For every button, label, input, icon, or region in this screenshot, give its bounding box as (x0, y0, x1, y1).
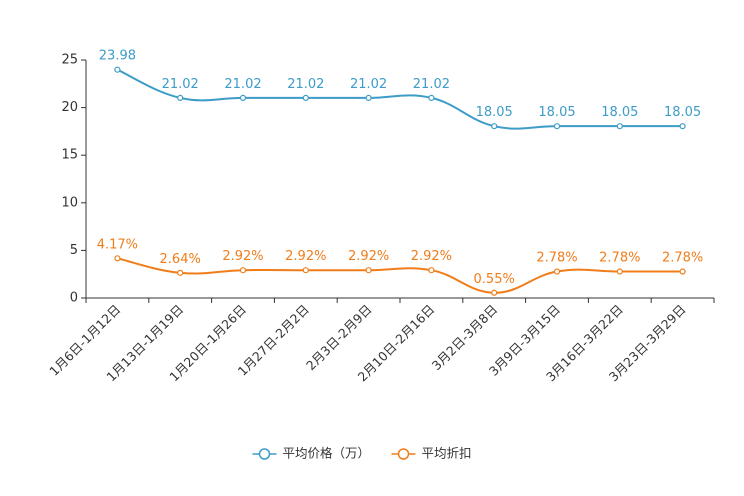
series-line (117, 257, 683, 294)
series-1: 23.98 21.02 21.02 21.02 21.02 21.02 18.05 18.05… (99, 49, 701, 130)
series-line (116, 68, 683, 130)
legend-label: 平均价格（万） (283, 446, 371, 461)
data-label: 21.02 (287, 77, 324, 92)
data-point[interactable] (365, 267, 372, 274)
data-label: 4.17% (97, 237, 138, 252)
data-point[interactable] (114, 255, 121, 262)
data-label: 2.92% (285, 249, 326, 264)
data-label: 18.05 (601, 105, 638, 120)
data-point[interactable] (428, 94, 435, 101)
data-label: 2.78% (599, 251, 640, 266)
data-label: 0.55% (474, 272, 515, 287)
data-label: 21.02 (350, 77, 387, 92)
x-tick-label: 3月2日-3月8日 (429, 302, 501, 374)
data-point[interactable] (679, 123, 686, 130)
legend-item-2[interactable]: 平均折扣 (391, 446, 472, 461)
legend[interactable]: 平均价格（万） 平均折扣 (252, 446, 472, 461)
data-label: 2.78% (662, 251, 703, 266)
data-point[interactable] (177, 269, 184, 276)
legend-label: 平均折扣 (422, 446, 472, 461)
data-label: 21.02 (224, 77, 261, 92)
series-layer: 23.98 21.02 21.02 21.02 21.02 21.02 18.05 18.05… (97, 49, 703, 296)
data-point[interactable] (177, 94, 184, 101)
data-label: 18.05 (664, 105, 701, 120)
data-point[interactable] (239, 94, 247, 101)
data-point[interactable] (428, 267, 435, 274)
data-point[interactable] (365, 94, 372, 101)
y-tick-label: 25 (61, 53, 78, 68)
data-label: 2.92% (348, 249, 389, 264)
data-label: 2.64% (160, 252, 201, 267)
y-tick-label: 5 (70, 243, 78, 258)
data-point[interactable] (616, 268, 623, 275)
data-label: 2.92% (411, 249, 452, 264)
data-label: 2.92% (222, 249, 263, 264)
y-tick-label: 0 (70, 291, 78, 306)
data-point[interactable] (239, 267, 247, 274)
data-label: 18.05 (538, 105, 575, 120)
series-2: 4.17% 2.64% 2.92% 2.92% 2.92% 2.92% 0.55% 2.78%… (97, 237, 703, 296)
x-tick-label: 2月3日-2月9日 (303, 302, 375, 374)
data-label: 23.98 (99, 49, 136, 64)
data-point[interactable] (679, 268, 686, 275)
data-point[interactable] (491, 289, 498, 296)
data-label: 21.02 (413, 77, 450, 92)
data-label: 18.05 (476, 105, 513, 120)
y-tick-label: 20 (61, 100, 78, 115)
data-label: 2.78% (536, 251, 577, 266)
data-point[interactable] (491, 123, 498, 130)
y-tick-label: 10 (61, 195, 78, 210)
axes: 05101520251月6日-1月12日1月13日-1月19日1月20日-1月2… (46, 53, 715, 384)
legend-item-1[interactable]: 平均价格（万） (252, 446, 371, 461)
y-tick-label: 15 (61, 148, 78, 163)
data-point[interactable] (302, 94, 309, 101)
data-point[interactable] (616, 123, 623, 130)
legend-marker-icon (258, 448, 271, 460)
data-point[interactable] (553, 123, 561, 130)
data-point[interactable] (553, 268, 561, 275)
data-point[interactable] (114, 66, 121, 73)
data-label: 21.02 (162, 77, 199, 92)
data-point[interactable] (302, 267, 309, 274)
legend-marker-icon (397, 448, 410, 460)
